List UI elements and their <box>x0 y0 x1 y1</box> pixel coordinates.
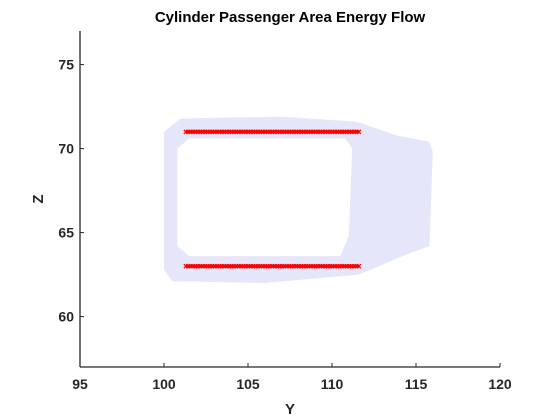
axes <box>79 31 500 368</box>
y-tick-label: 60 <box>58 309 74 325</box>
marker-point <box>356 129 362 135</box>
y-axis-label: Z <box>30 194 47 203</box>
y-tick-label: 75 <box>58 57 74 73</box>
x-tick-label: 120 <box>488 376 512 392</box>
x-tick-label: 115 <box>405 376 428 392</box>
plot-area <box>164 116 433 283</box>
energy-flow-band <box>164 116 433 283</box>
ticks: 95 100 105 110 115 120 60 65 70 75 <box>58 57 511 392</box>
x-tick-label: 110 <box>321 376 344 392</box>
y-tick-label: 65 <box>58 225 74 241</box>
x-tick-label: 105 <box>236 376 260 392</box>
x-tick-label: 95 <box>72 376 88 392</box>
y-tick-label: 70 <box>58 141 74 157</box>
chart-title: Cylinder Passenger Area Energy Flow <box>155 9 426 26</box>
x-tick-label: 100 <box>152 376 176 392</box>
marker-point <box>356 263 362 269</box>
x-axis-label: Y <box>285 401 295 418</box>
